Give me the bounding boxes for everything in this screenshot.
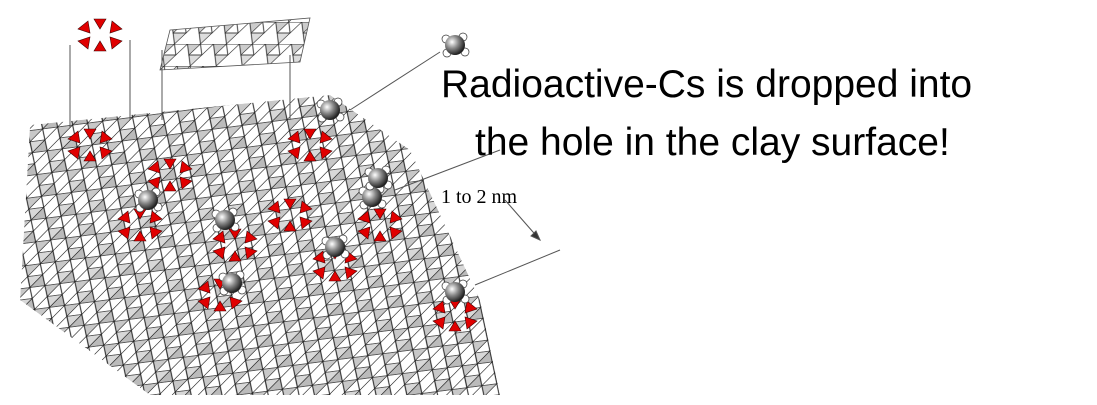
callout-line: Radioactive-Cs is dropped into xyxy=(441,63,972,106)
floating-ring xyxy=(78,19,122,51)
scale-label: 1 to 2 nm xyxy=(441,186,518,208)
floating-sheet xyxy=(160,18,310,70)
callout-line: the hole in the clay surface! xyxy=(475,121,950,164)
clay-slab xyxy=(20,95,500,395)
diagram: Radioactive-Cs is dropped into the hole … xyxy=(0,0,1097,400)
